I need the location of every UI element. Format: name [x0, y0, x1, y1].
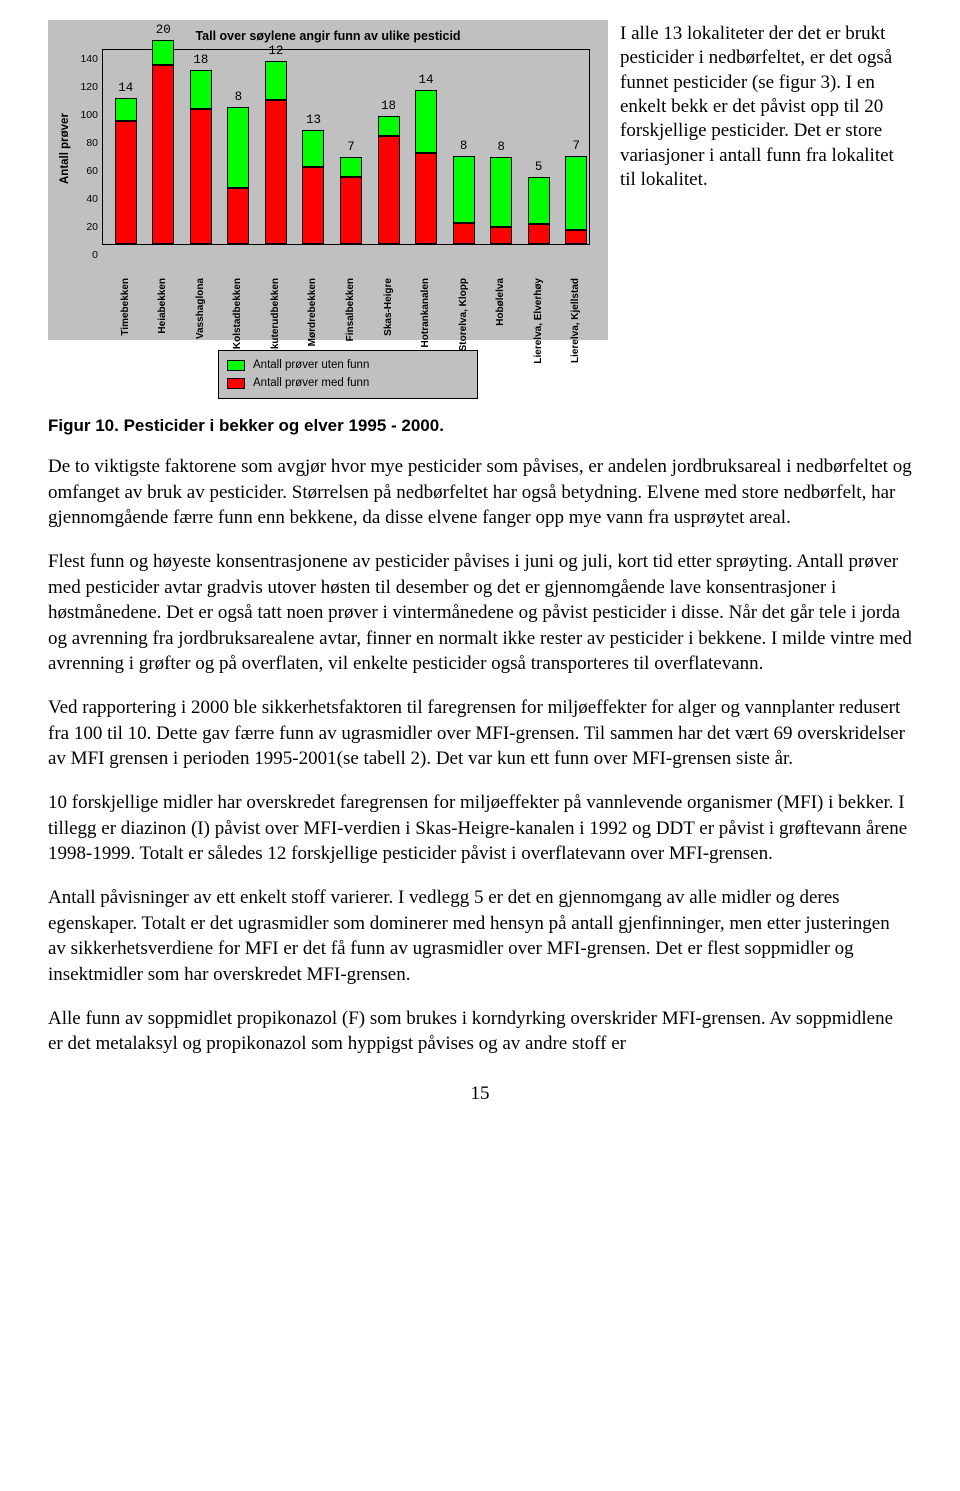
legend-row-funn: Antall prøver med funn: [227, 375, 469, 393]
legend-label-funn: Antall prøver med funn: [253, 376, 369, 392]
xaxis-labels: TimebekkenHeiabekkenVasshaglonaKolstadbe…: [92, 278, 590, 336]
chart-inner: Antall prøver 020406080100120140 1420188…: [58, 49, 598, 299]
chart-title: Tall over søylene angir funn av ulike pe…: [58, 28, 598, 45]
page-number: 15: [48, 1081, 912, 1107]
bar-label-2: 18: [193, 52, 208, 69]
paragraph-3: Ved rapportering i 2000 ble sikkerhetsfa…: [48, 695, 912, 772]
bar-label-4: 12: [268, 43, 283, 60]
bar-label-12: 7: [572, 138, 580, 155]
legend-swatch-funn: [227, 378, 245, 389]
paragraph-2: Flest funn og høyeste konsentrasjonene a…: [48, 549, 912, 677]
figure-caption: Figur 10. Pesticider i bekker og elver 1…: [48, 415, 912, 438]
xlabel-1: Heiabekken: [156, 278, 170, 334]
xlabel-2: Vasshaglona: [194, 278, 208, 339]
chart-wrap: Tall over søylene angir funn av ulike pe…: [48, 20, 608, 399]
xlabel-0: Timebekken: [119, 278, 133, 336]
xlabel-11: Lierelva, Elverhøy: [532, 278, 546, 364]
bar-7: 18: [378, 116, 400, 243]
side-text: I alle 13 lokaliteter der det er brukt p…: [620, 20, 912, 399]
xlabel-10: Hobølelva: [494, 278, 508, 326]
xlabel-3: Kolstadbekken: [231, 278, 245, 349]
bar-label-8: 14: [419, 72, 434, 89]
chart-box: Tall over søylene angir funn av ulike pe…: [48, 20, 608, 340]
yaxis-ticks: 020406080100120140: [74, 49, 102, 299]
paragraph-6: Alle funn av soppmidlet propikonazol (F)…: [48, 1006, 912, 1057]
bar-11: 5: [528, 177, 550, 244]
bar-6: 7: [340, 157, 362, 244]
bar-label-5: 13: [306, 112, 321, 129]
bar-label-1: 20: [156, 22, 171, 39]
bar-3: 8: [227, 107, 249, 244]
xlabel-6: Finsalbekken: [344, 278, 358, 341]
yaxis-label: Antall prøver: [56, 49, 76, 249]
paragraph-5: Antall påvisninger av ett enkelt stoff v…: [48, 885, 912, 988]
bar-5: 13: [302, 130, 324, 243]
bar-8: 14: [415, 90, 437, 244]
legend: Antall prøver uten funn Antall prøver me…: [218, 350, 478, 399]
top-section: Tall over søylene angir funn av ulike pe…: [48, 20, 912, 399]
xlabel-7: Skas-Heigre: [382, 278, 396, 336]
bar-10: 8: [490, 157, 512, 244]
bar-2: 18: [190, 70, 212, 244]
bar-label-0: 14: [118, 80, 133, 97]
legend-row-uten: Antall prøver uten funn: [227, 357, 469, 375]
bar-label-3: 8: [235, 89, 243, 106]
legend-label-uten: Antall prøver uten funn: [253, 358, 369, 374]
bar-9: 8: [453, 156, 475, 244]
bar-1: 20: [152, 40, 174, 244]
paragraph-4: 10 forskjellige midler har overskredet f…: [48, 790, 912, 867]
plot-area: 14201881213718148857: [102, 49, 590, 245]
bar-4: 12: [265, 61, 287, 244]
legend-swatch-uten: [227, 360, 245, 371]
xlabel-9: Storelva, Klopp: [457, 278, 471, 351]
paragraph-1: De to viktigste faktorene som avgjør hvo…: [48, 454, 912, 531]
bar-label-6: 7: [347, 139, 355, 156]
bar-label-7: 18: [381, 98, 396, 115]
bar-label-9: 8: [460, 138, 468, 155]
xlabel-12: Lierelva, Kjellstad: [569, 278, 583, 363]
bar-0: 14: [115, 98, 137, 244]
xlabel-8: Hotrankanalen: [419, 278, 433, 347]
xlabel-5: Mørdrebekken: [306, 278, 320, 346]
bar-12: 7: [565, 156, 587, 244]
bar-label-10: 8: [497, 139, 505, 156]
bar-label-11: 5: [535, 159, 543, 176]
xlabel-4: Skuterudbekken: [269, 278, 283, 356]
